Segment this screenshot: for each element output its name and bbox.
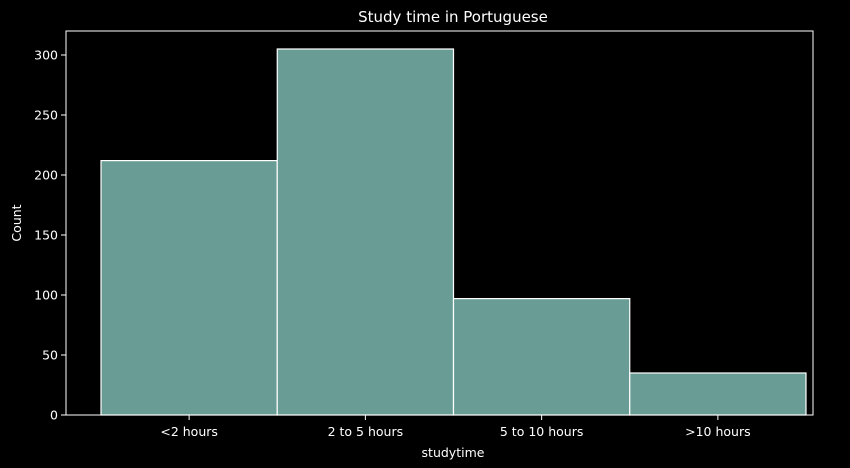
y-tick-label-2: 100 [34,288,58,303]
plot-frame [65,30,814,416]
y-tick-label-5: 250 [34,108,58,123]
bar-0 [100,160,278,416]
y-tick-label-1: 50 [42,348,58,363]
y-axis-ticks: 0 50 100 150 200 250 300 [34,48,66,423]
y-tick-label-0: 0 [50,408,58,423]
bar-2 [452,298,631,416]
chart-title: Study time in Portuguese [358,8,548,26]
y-tick-label-6: 300 [34,48,58,63]
x-tick-label-1: 2 to 5 hours [328,424,404,439]
x-axis-ticks: <2 hours 2 to 5 hours 5 to 10 hours >10 hou… [160,415,751,439]
x-tick-label-2: 5 to 10 hours [500,424,583,439]
bars-group [100,48,807,416]
x-axis-label: studytime [422,445,485,460]
bar-1 [276,48,455,416]
x-tick-label-3: >10 hours [685,424,751,439]
y-tick-label-3: 150 [34,228,58,243]
bar-3 [629,372,807,416]
y-axis-label: Count [9,204,24,241]
y-tick-label-4: 200 [34,168,58,183]
x-tick-label-0: <2 hours [160,424,218,439]
